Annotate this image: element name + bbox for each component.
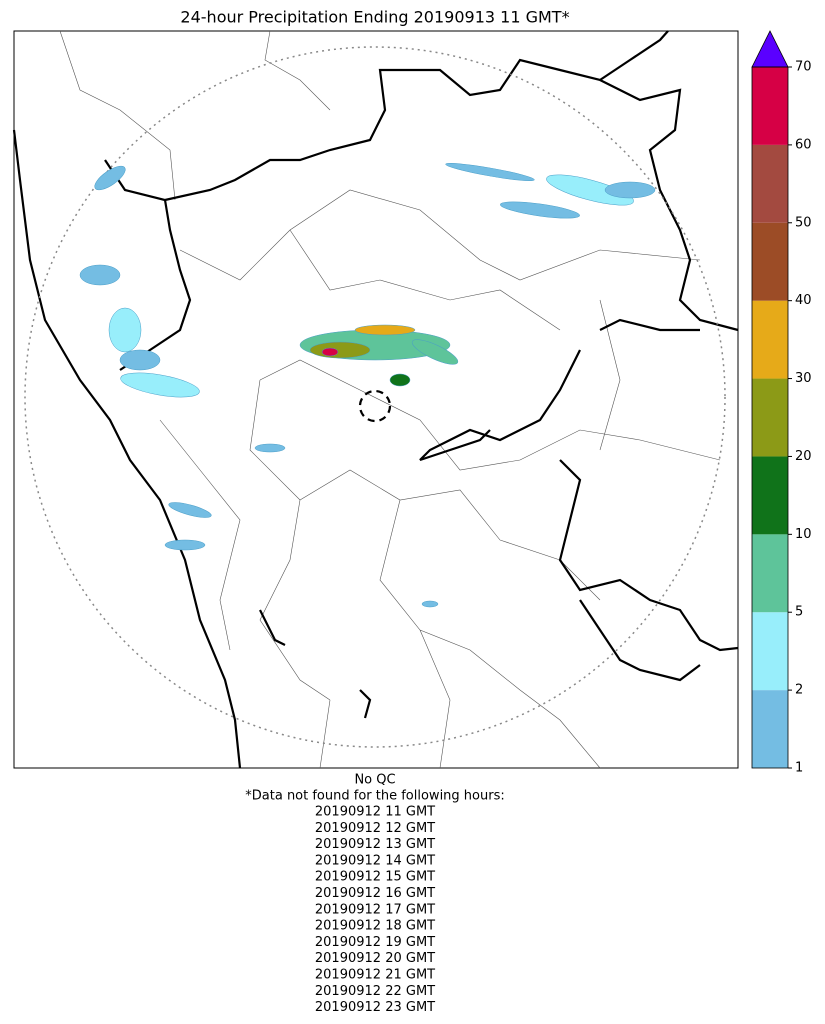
missing-hour: 20190912 18 GMT: [315, 919, 435, 934]
map-title: 24-hour Precipitation Ending 20190913 11…: [180, 8, 569, 27]
colorbar-extend: [751, 30, 789, 68]
missing-hour: 20190912 13 GMT: [315, 837, 435, 852]
colorbar-frame: [751, 66, 789, 769]
colorbar-segment: [752, 300, 788, 379]
colorbar-segment: [752, 534, 788, 613]
colorbar-tick-label: 20: [795, 449, 812, 464]
colorbar-tick-label: 10: [795, 527, 812, 542]
radar-range: [24, 46, 726, 748]
colorbar-tick-label: 50: [795, 215, 812, 230]
colorbar-segment: [752, 456, 788, 535]
map: [12, 30, 739, 769]
missing-hour: 20190912 22 GMT: [315, 984, 435, 999]
missing-hour: 20190912 11 GMT: [315, 805, 435, 820]
radar-site: [358, 389, 392, 423]
missing-hour: 20190912 20 GMT: [315, 951, 435, 966]
missing-hour: 20190912 19 GMT: [315, 935, 435, 950]
colorbar-tick-label: 40: [795, 293, 812, 308]
colorbar-segment: [752, 690, 788, 768]
colorbar-tick-label: 1: [795, 761, 803, 776]
missing-hour: 20190912 21 GMT: [315, 968, 435, 983]
colorbar-segment: [752, 378, 788, 457]
qc-note: No QC: [354, 773, 395, 788]
missing-hour: 20190912 16 GMT: [315, 886, 435, 901]
colorbar-tick-label: 70: [795, 60, 812, 75]
colorbar: 1 2 5 10 20 30 40 50 60 70: [751, 30, 812, 776]
map-frame: [13, 30, 739, 769]
colorbar-tick-label: 60: [795, 137, 812, 152]
missing-hour: 20190912 23 GMT: [315, 1000, 435, 1015]
district-lines: [59, 30, 721, 769]
colorbar-segment: [752, 612, 788, 691]
colorbar-segment: [752, 144, 788, 223]
missing-header: *Data not found for the following hours:: [245, 789, 504, 804]
notes: No QC *Data not found for the following …: [245, 773, 504, 1016]
state-border: [12, 30, 739, 769]
colorbar-segment: [752, 222, 788, 301]
colorbar-segment: [752, 67, 788, 145]
colorbar-tick-label: 30: [795, 371, 812, 386]
missing-hour: 20190912 17 GMT: [315, 902, 435, 917]
colorbar-tick-label: 5: [795, 605, 803, 620]
colorbar-tick-label: 2: [795, 683, 803, 698]
precipitation: [79, 162, 656, 608]
missing-hour: 20190912 14 GMT: [315, 853, 435, 868]
missing-hour: 20190912 15 GMT: [315, 870, 435, 885]
missing-hour: 20190912 12 GMT: [315, 821, 435, 836]
